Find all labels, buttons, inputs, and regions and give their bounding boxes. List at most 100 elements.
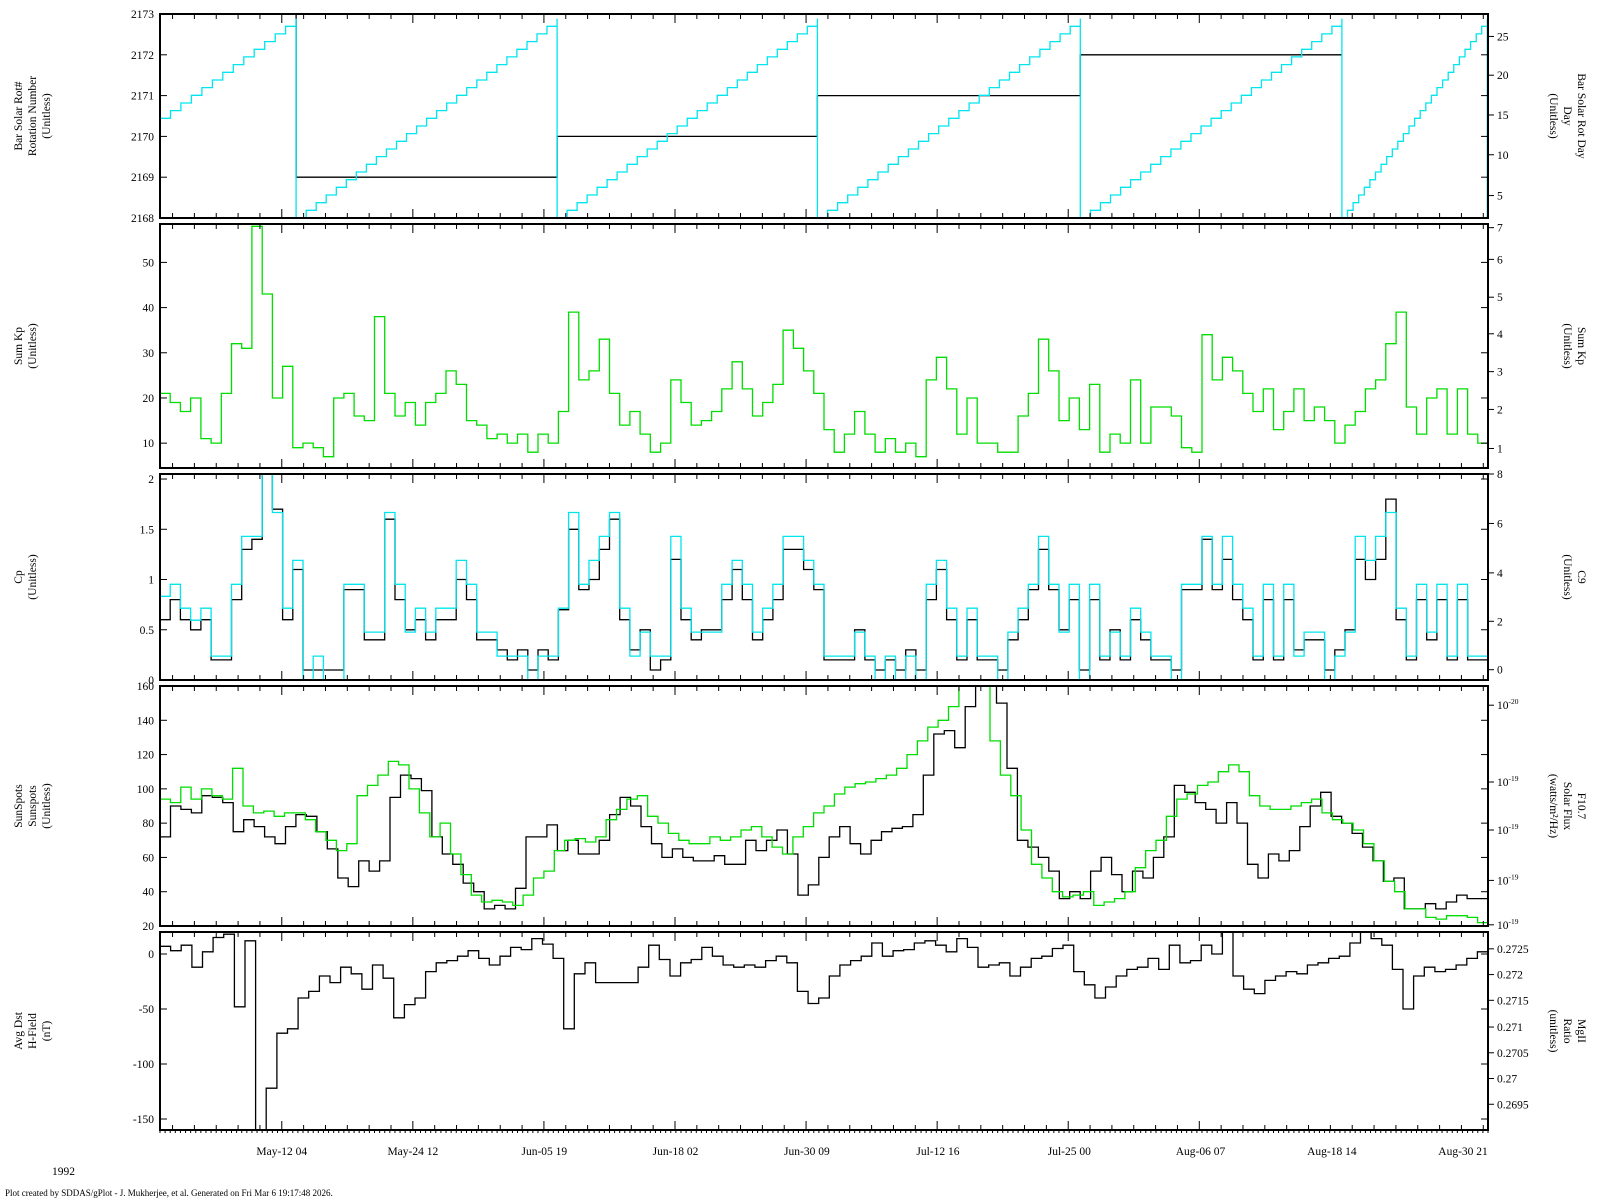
left-tick-label: 0.5: [140, 625, 155, 637]
right-tick-label: 8: [1497, 469, 1503, 481]
right-tick-exponent: -19: [1509, 917, 1519, 926]
right-tick-base: 5: [1497, 292, 1503, 304]
series-black-line: [160, 686, 1488, 910]
right-tick-label: 6: [1497, 518, 1503, 530]
left-tick-label: 2169: [131, 172, 154, 184]
right-tick-base: 10: [1497, 150, 1509, 162]
left-tick-label: 100: [137, 784, 155, 796]
right-tick-exponent: -19: [1509, 872, 1519, 881]
left-axis-label: Sunspots: [27, 785, 39, 827]
left-tick-label: 20: [143, 393, 155, 405]
x-tick-label: May-12 04: [256, 1146, 307, 1158]
right-tick-base: 6: [1497, 518, 1503, 530]
right-tick-base: 0.2725: [1497, 944, 1529, 956]
right-tick-label: 0: [1497, 665, 1503, 677]
right-tick-label: 25: [1497, 31, 1509, 43]
left-axis-label: (nT): [41, 1021, 53, 1042]
right-tick-base: 7: [1497, 223, 1503, 235]
left-tick-label: 30: [143, 348, 155, 360]
series-black-line: [160, 474, 1488, 671]
right-tick-label: 0.2725: [1497, 944, 1529, 956]
right-tick-label: 0.2695: [1497, 1099, 1529, 1111]
left-tick-label: 140: [137, 715, 155, 727]
left-tick-label: -100: [133, 1059, 154, 1071]
right-tick-base: 0.2705: [1497, 1048, 1529, 1060]
right-axis-label: (unitless): [1547, 1010, 1559, 1053]
left-tick-label: 40: [143, 303, 155, 315]
left-tick-label: 160: [137, 681, 155, 693]
right-axis-label: Ratio: [1561, 1019, 1573, 1044]
left-tick-label: -150: [133, 1114, 154, 1126]
right-axis-label: Sum Kp: [1575, 327, 1587, 365]
right-tick-label: 4: [1497, 329, 1503, 341]
left-axis-label: (Unitless): [41, 783, 53, 829]
plot-footer: Plot created by SDDAS/gPlot - J. Mukherj…: [5, 1188, 333, 1198]
right-tick-base: 0.2715: [1497, 995, 1529, 1007]
left-axis-label: Avg Dst: [13, 1011, 25, 1050]
right-tick-label: 4: [1497, 568, 1503, 580]
left-axis-label: Sum Kp: [13, 327, 25, 365]
series-black-line: [160, 932, 1488, 1130]
right-axis-label: C9: [1575, 570, 1587, 584]
left-tick-label: 0: [148, 949, 154, 961]
right-tick-base: 0.272: [1497, 970, 1523, 982]
left-tick-label: 10: [143, 438, 155, 450]
left-tick-label: 40: [143, 887, 155, 899]
right-axis-label: F10.7: [1575, 793, 1587, 820]
series-green-line: [160, 686, 1488, 924]
left-tick-label: 0: [148, 675, 154, 687]
x-tick-label: Jul-25 00: [1048, 1146, 1091, 1158]
right-tick-label: 2: [1497, 616, 1503, 628]
right-tick-label: 15: [1497, 110, 1509, 122]
right-tick-base: 0.2695: [1497, 1099, 1529, 1111]
right-tick-base: 1: [1497, 443, 1503, 455]
left-tick-label: 120: [137, 750, 155, 762]
right-tick-label: 0.272: [1497, 970, 1523, 982]
left-tick-label: 1: [148, 575, 154, 587]
right-tick-exponent: -19: [1509, 774, 1519, 783]
right-tick-base: 2: [1497, 404, 1503, 416]
year-label: 1992: [52, 1166, 75, 1178]
right-tick-base: 2: [1497, 616, 1503, 628]
right-tick-base: 10: [1497, 875, 1509, 887]
panel-frame: [159, 473, 1489, 681]
left-tick-label: 60: [143, 852, 155, 864]
left-axis-label: Bar Solar Rot#: [13, 81, 25, 150]
left-tick-label: 2: [148, 474, 154, 486]
right-tick-base: 0.27: [1497, 1074, 1517, 1086]
panel-series: [160, 686, 1488, 924]
panel-series: [160, 14, 1488, 218]
right-axis-label: (Unitless): [1561, 323, 1573, 369]
x-tick-label: Jun-05 19: [521, 1146, 567, 1158]
right-tick-base: 0: [1497, 665, 1503, 677]
right-tick-base: 10: [1497, 700, 1509, 712]
left-axis-label: SunSpots: [13, 784, 25, 828]
left-tick-label: 20: [143, 921, 155, 933]
right-tick-exponent: -20: [1509, 697, 1519, 706]
right-tick-base: 10: [1497, 777, 1509, 789]
x-tick-label: Jun-30 09: [784, 1146, 830, 1158]
right-tick-label: 0.27: [1497, 1074, 1517, 1086]
panel-frame: [159, 13, 1489, 219]
right-tick-label: 20: [1497, 70, 1509, 82]
right-tick-base: 8: [1497, 469, 1503, 481]
right-tick-base: 0.271: [1497, 1022, 1523, 1034]
right-axis-label: Day: [1561, 106, 1573, 125]
right-axis-label: (Unitless): [1547, 93, 1559, 139]
right-tick-label: 10-19: [1497, 872, 1519, 887]
series-green-line: [160, 225, 1488, 458]
right-axis-label: Bar Solar Rot Day: [1575, 73, 1587, 159]
left-tick-label: 2170: [131, 131, 154, 143]
right-tick-base: 10: [1497, 920, 1509, 932]
right-tick-label: 6: [1497, 254, 1503, 266]
right-tick-label: 3: [1497, 367, 1503, 379]
right-tick-label: 10-19: [1497, 822, 1519, 837]
left-tick-label: -50: [139, 1004, 155, 1016]
left-tick-label: 1.5: [140, 524, 155, 536]
right-tick-base: 4: [1497, 568, 1503, 580]
right-tick-label: 10-20: [1497, 697, 1519, 712]
x-tick-label: Aug-06 07: [1176, 1146, 1226, 1158]
